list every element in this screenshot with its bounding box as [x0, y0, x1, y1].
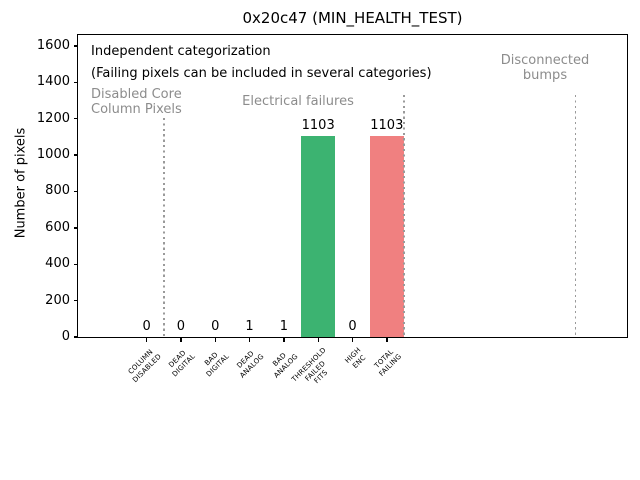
y-tick-label: 1600 [36, 37, 70, 53]
x-tick-label: DEAD ANALOG [235, 349, 266, 380]
x-tick-mark [283, 338, 285, 342]
bar-value-label: 1103 [301, 118, 335, 133]
bar-value-label: 1 [245, 319, 254, 334]
x-tick-mark [146, 338, 148, 342]
bar-value-label: 0 [211, 319, 220, 334]
group-label-electrical-failures: Electrical failures [242, 94, 354, 109]
y-tick-label: 1000 [36, 147, 70, 163]
x-tick-mark [214, 338, 216, 342]
x-tick-label: COLUMN DISABLED [126, 347, 163, 384]
y-tick-mark [73, 263, 78, 265]
x-tick-mark [180, 338, 182, 342]
annotation-independent-categorization: Independent categorization [91, 44, 271, 59]
x-tick-label: BAD DIGITAL [203, 350, 231, 379]
bar-value-label: 0 [348, 319, 357, 334]
plot-area: Independent categorization (Failing pixe… [77, 34, 628, 338]
category-separator-line [574, 95, 577, 337]
y-tick-mark [73, 227, 78, 229]
y-tick-label: 1400 [36, 74, 70, 90]
x-tick-mark [248, 338, 251, 342]
y-tick-mark [73, 336, 78, 338]
y-tick-mark [73, 154, 78, 156]
bar [369, 136, 404, 337]
annotation-failing-pixels-note: (Failing pixels can be included in sever… [91, 66, 432, 81]
bar [301, 136, 336, 337]
y-tick-label: 1200 [36, 110, 70, 126]
category-separator-line [403, 95, 405, 337]
y-tick-mark [73, 190, 78, 193]
y-tick-label: 600 [45, 219, 70, 235]
chart-title: 0x20c47 (MIN_HEALTH_TEST) [242, 9, 463, 27]
x-tick-label: TOTAL FAILING [372, 347, 403, 378]
y-tick-label: 400 [45, 256, 70, 272]
y-tick-mark [73, 81, 78, 83]
category-separator-line [162, 118, 165, 337]
y-tick-label: 200 [45, 292, 70, 308]
y-tick-mark [73, 45, 78, 47]
y-tick-label: 800 [45, 183, 70, 199]
x-tick-label: DEAD DIGITAL [167, 348, 197, 379]
x-tick-mark [317, 338, 319, 342]
x-tick-label: THRESHOLD FAILED FITS [290, 346, 330, 386]
bar-value-label: 1 [279, 319, 289, 334]
group-label-disabled-core-column-pixels: Disabled Core Column Pixels [91, 87, 182, 117]
y-tick-mark [73, 118, 78, 120]
x-tick-mark [351, 338, 354, 342]
bar-value-label: 0 [176, 319, 186, 334]
x-tick-mark [386, 338, 388, 342]
y-tick-mark [73, 300, 78, 302]
x-tick-label: HIGH ENC [343, 346, 367, 370]
bar-value-label: 0 [142, 319, 151, 334]
bar-value-label: 1103 [370, 118, 404, 133]
group-label-disconnected-bumps: Disconnected bumps [500, 53, 590, 83]
y-tick-label: 0 [61, 329, 70, 344]
